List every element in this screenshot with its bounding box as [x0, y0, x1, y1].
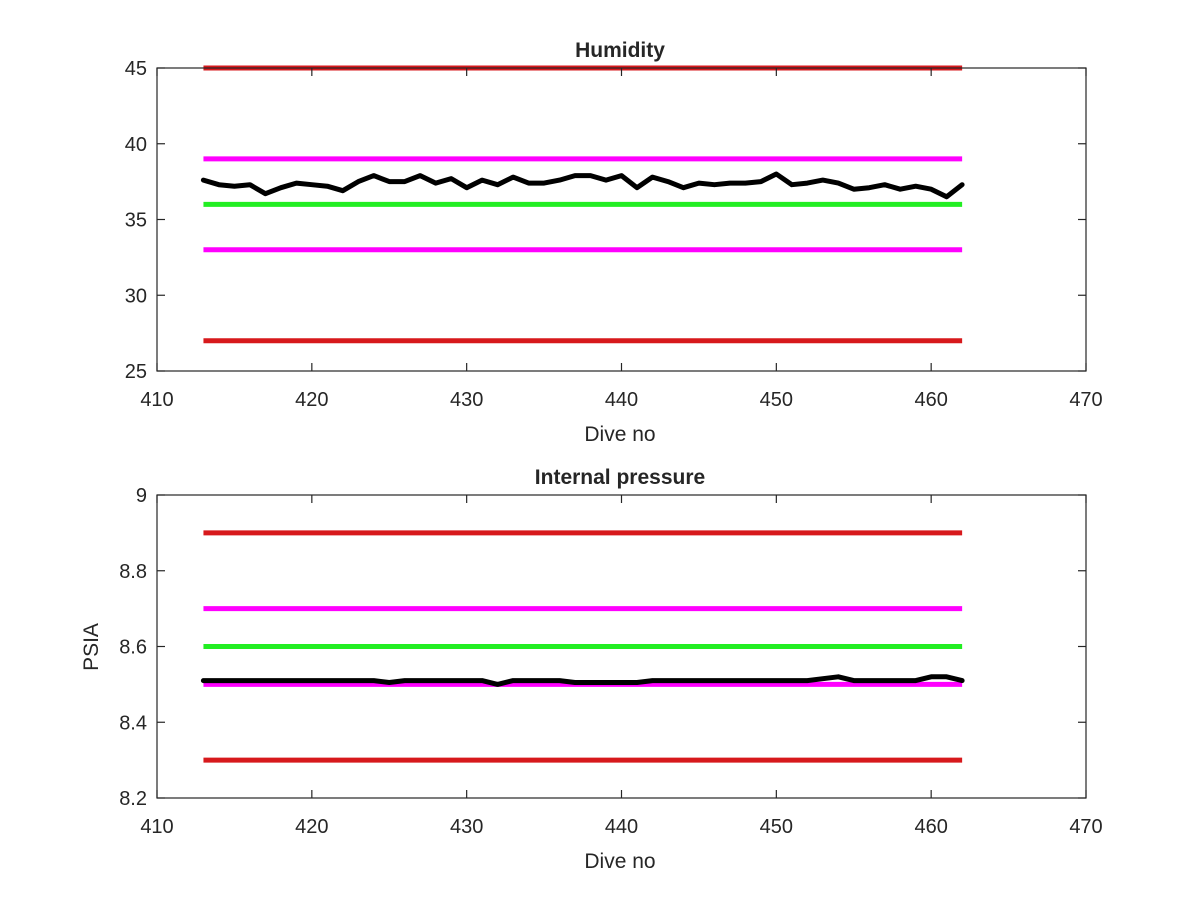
y-tick-label: 8.8: [119, 561, 147, 583]
chart-title: Humidity: [575, 39, 665, 62]
internal-pressure-chart: Internal pressure Dive no PSIA 410 420 430…: [80, 466, 1103, 873]
y-tick-label: 40: [125, 134, 147, 156]
x-tick-label: 470: [1069, 389, 1102, 411]
x-tick-label: 440: [605, 389, 638, 411]
chart-title: Internal pressure: [535, 466, 705, 489]
axes-box: [156, 67, 1087, 372]
y-tick-label: 30: [125, 285, 147, 307]
x-tick-label: 410: [140, 816, 173, 838]
y-tick-label: 9: [136, 485, 147, 507]
series-line: [200, 171, 965, 200]
y-tick-label: 8.6: [119, 637, 147, 659]
y-tick-label: 25: [125, 361, 147, 383]
series-line: [200, 674, 965, 687]
y-tick-label: 8.4: [119, 712, 147, 734]
x-tick-label: 410: [140, 389, 173, 411]
x-tick-label: 460: [914, 816, 947, 838]
y-tick-label: 35: [125, 210, 147, 232]
x-tick-label: 420: [295, 816, 328, 838]
x-tick-label: 420: [295, 389, 328, 411]
x-tick-label: 440: [605, 816, 638, 838]
y-tick-label: 45: [125, 58, 147, 80]
x-axis-label: Dive no: [584, 423, 655, 446]
x-tick-label: 450: [760, 816, 793, 838]
x-tick-label: 470: [1069, 816, 1102, 838]
x-axis-label: Dive no: [584, 850, 655, 873]
y-axis-label: PSIA: [80, 623, 103, 671]
x-tick-label: 460: [914, 389, 947, 411]
x-tick-label: 450: [760, 389, 793, 411]
x-tick-label: 430: [450, 389, 483, 411]
x-tick-label: 430: [450, 816, 483, 838]
humidity-chart: Humidity Dive no 410 420 430 440 450 460 470 25…: [125, 39, 1103, 446]
y-tick-label: 8.2: [119, 788, 147, 810]
